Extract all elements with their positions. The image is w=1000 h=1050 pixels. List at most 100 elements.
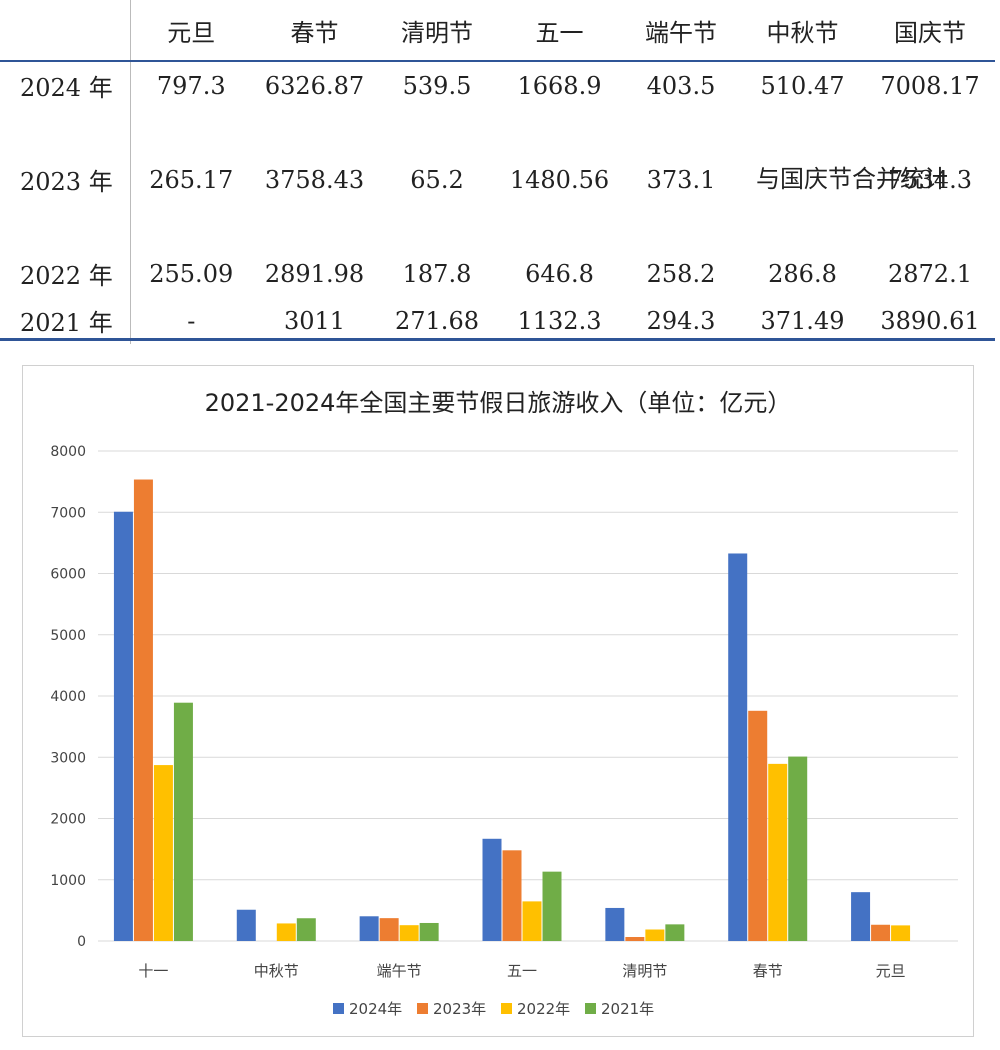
table-header-cell: 春节 bbox=[252, 0, 377, 62]
y-tick-label: 5000 bbox=[50, 628, 86, 644]
table-header-cell: 国庆节 bbox=[865, 0, 995, 62]
table-cell: 510.47 bbox=[760, 71, 845, 100]
bar bbox=[236, 909, 256, 941]
bar bbox=[359, 916, 379, 941]
row-label: 2022 年 bbox=[0, 250, 131, 297]
table-bottom-rule bbox=[0, 338, 995, 341]
bar bbox=[788, 756, 808, 941]
table-cell: 3011 bbox=[283, 306, 346, 335]
bar bbox=[645, 929, 665, 941]
legend-label: 2023年 bbox=[433, 1000, 486, 1018]
table-header-cell bbox=[0, 0, 131, 62]
x-axis: 十一 中秋节 端午节 五一 清明节 春节 元旦 bbox=[138, 962, 905, 980]
bar bbox=[173, 702, 193, 941]
bar bbox=[625, 937, 645, 941]
legend-label: 2024年 bbox=[349, 1000, 402, 1018]
bar bbox=[113, 511, 133, 941]
table-cell: 646.8 bbox=[525, 259, 594, 288]
x-tick-label: 清明节 bbox=[622, 962, 667, 980]
bar bbox=[851, 892, 871, 941]
table-cell: 7534.3 bbox=[888, 165, 972, 194]
chart-frame: 2021-2024年全国主要节假日旅游收入（单位：亿元） 0 1000 2000 30… bbox=[22, 365, 974, 1037]
x-tick-label: 五一 bbox=[507, 962, 537, 980]
table-cell: 2891.98 bbox=[264, 259, 365, 288]
data-table-section: 元旦 春节 清明节 五一 端午节 中秋节 国庆节 2024 年 797.3 63… bbox=[0, 0, 1000, 345]
bar bbox=[276, 923, 296, 941]
y-tick-label: 4000 bbox=[50, 689, 86, 705]
x-tick-label: 端午节 bbox=[377, 962, 422, 980]
table-cell: 187.8 bbox=[402, 259, 472, 288]
table-header-cell: 元旦 bbox=[130, 0, 252, 62]
bar bbox=[871, 924, 891, 941]
table-cell: 1480.56 bbox=[509, 165, 610, 194]
table-cell: 797.3 bbox=[156, 71, 226, 100]
y-tick-label: 0 bbox=[77, 934, 86, 950]
table-cell: 65.2 bbox=[410, 165, 464, 194]
table-cell: 258.2 bbox=[646, 259, 716, 288]
legend-swatch bbox=[417, 1003, 428, 1014]
legend-swatch bbox=[501, 1003, 512, 1014]
x-tick-label: 中秋节 bbox=[254, 962, 299, 980]
table-cell: 539.5 bbox=[402, 71, 472, 100]
bar bbox=[419, 922, 439, 941]
bar bbox=[502, 850, 522, 941]
legend-swatch bbox=[333, 1003, 344, 1014]
table-cell: 7008.17 bbox=[880, 71, 980, 100]
table-header-row: 元旦 春节 清明节 五一 端午节 中秋节 国庆节 bbox=[0, 0, 995, 62]
table-header-cell: 五一 bbox=[497, 0, 622, 62]
table-cell: 286.8 bbox=[768, 259, 837, 288]
row-label: 2023 年 bbox=[0, 109, 131, 250]
table-header-cell: 清明节 bbox=[377, 0, 497, 62]
gridlines bbox=[98, 450, 958, 942]
table-cell: 3758.43 bbox=[264, 165, 365, 194]
x-tick-label: 元旦 bbox=[876, 962, 906, 980]
bar bbox=[891, 925, 911, 941]
bar bbox=[522, 901, 542, 941]
bar bbox=[153, 765, 173, 941]
table-header-cell: 端午节 bbox=[622, 0, 740, 62]
bar bbox=[133, 479, 153, 941]
bar bbox=[482, 838, 502, 941]
bar bbox=[748, 710, 768, 941]
bar bbox=[768, 763, 788, 941]
table-cell: - bbox=[187, 306, 196, 335]
table-cell: 373.1 bbox=[646, 165, 716, 194]
bar bbox=[605, 907, 625, 941]
bar bbox=[296, 918, 316, 941]
y-tick-label: 1000 bbox=[50, 873, 86, 889]
y-tick-label: 8000 bbox=[50, 444, 86, 460]
y-tick-label: 2000 bbox=[50, 812, 86, 828]
table-cell: 2872.1 bbox=[888, 259, 972, 288]
table-row: 2021 年 - 3011 271.68 1132.3 294.3 371.49… bbox=[0, 297, 995, 344]
table-row: 2022 年 255.09 2891.98 187.8 646.8 258.2 … bbox=[0, 250, 995, 297]
legend-label: 2022年 bbox=[517, 1000, 570, 1018]
bar-chart: 2021-2024年全国主要节假日旅游收入（单位：亿元） 0 1000 2000 30… bbox=[50, 389, 958, 1018]
table-cell: 271.68 bbox=[395, 306, 479, 335]
y-tick-label: 7000 bbox=[50, 505, 86, 521]
legend-swatch bbox=[585, 1003, 596, 1014]
table-row: 2024 年 797.3 6326.87 539.5 1668.9 403.5 … bbox=[0, 61, 995, 109]
table-cell: 6326.87 bbox=[264, 71, 365, 100]
x-tick-label: 十一 bbox=[138, 962, 168, 980]
bar bbox=[728, 553, 748, 941]
row-label: 2024 年 bbox=[0, 61, 131, 109]
chart-title: 2021-2024年全国主要节假日旅游收入（单位：亿元） bbox=[205, 389, 792, 417]
x-tick-label: 春节 bbox=[753, 962, 783, 980]
bar bbox=[665, 924, 685, 941]
table-cell: 371.49 bbox=[760, 306, 845, 335]
table-header-cell: 中秋节 bbox=[740, 0, 865, 62]
y-axis: 0 1000 2000 3000 4000 5000 6000 7000 8000 bbox=[50, 444, 86, 950]
y-tick-label: 6000 bbox=[50, 567, 86, 583]
y-tick-label: 3000 bbox=[50, 750, 86, 766]
table-cell: 1132.3 bbox=[517, 306, 602, 335]
table-cell: 1668.9 bbox=[517, 71, 602, 100]
table-row: 2023 年 265.17 3758.43 65.2 1480.56 373.1… bbox=[0, 109, 995, 250]
table-cell: 294.3 bbox=[646, 306, 716, 335]
legend: 2024年 2023年 2022年 2021年 bbox=[333, 1000, 654, 1018]
table-cell: 403.5 bbox=[646, 71, 716, 100]
table-cell: 255.09 bbox=[149, 259, 234, 288]
bars bbox=[113, 479, 911, 941]
legend-label: 2021年 bbox=[601, 1000, 654, 1018]
table-cell-merged-note: 与国庆节合并统计 bbox=[756, 165, 948, 193]
revenue-table: 元旦 春节 清明节 五一 端午节 中秋节 国庆节 2024 年 797.3 63… bbox=[0, 0, 995, 344]
